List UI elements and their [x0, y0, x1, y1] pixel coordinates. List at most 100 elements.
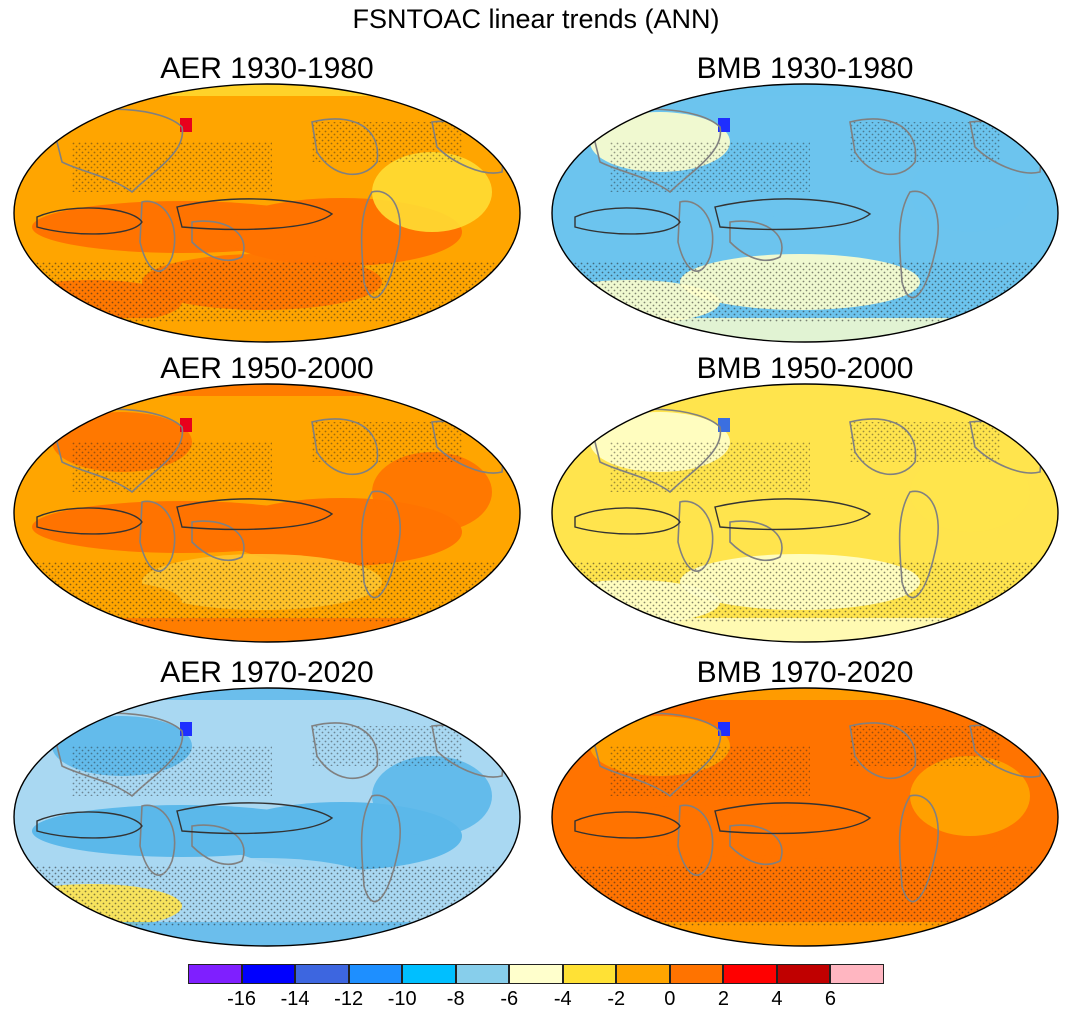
map-border — [551, 687, 1059, 947]
coastline — [311, 722, 379, 780]
contour-line — [714, 802, 872, 835]
colorbar-tick-label: 0 — [664, 988, 676, 1010]
colorbar-tick-label: -6 — [500, 988, 519, 1010]
coastline — [191, 220, 245, 262]
map-canvas — [13, 687, 521, 947]
map-canvas — [13, 383, 521, 643]
map-panel-bmb-1930-1980: BMB 1930-1980 — [550, 52, 1060, 352]
significance-stipple — [72, 142, 272, 192]
coastline — [849, 118, 917, 176]
contour-line — [574, 507, 681, 535]
panel-title: AER 1970-2020 — [160, 656, 374, 689]
panel-title: BMB 1930-1980 — [696, 52, 914, 85]
trend-field — [552, 384, 1058, 642]
extreme-cell — [396, 696, 404, 704]
field-patch — [372, 152, 492, 232]
map-border — [551, 83, 1059, 343]
coastline — [360, 794, 401, 903]
contour-line — [714, 198, 872, 231]
significance-stipple — [570, 562, 1040, 622]
colorbar-tick-label: 6 — [824, 988, 837, 1010]
map-canvas — [13, 83, 521, 343]
coastline — [729, 220, 783, 262]
significance-stipple — [610, 746, 810, 796]
significance-stipple — [32, 866, 502, 926]
coastline — [898, 490, 939, 599]
colorbar-tick-label: -4 — [553, 988, 572, 1010]
significance-stipple — [570, 262, 1040, 322]
colorbar-swatch — [509, 964, 563, 984]
map-panel-bmb-1970-2020: BMB 1970-2020 — [550, 656, 1060, 956]
coastline — [311, 418, 379, 476]
field-patch — [910, 756, 1030, 836]
map-border — [13, 687, 521, 947]
extreme-cell — [934, 392, 942, 400]
colorbar-swatch — [830, 964, 884, 984]
significance-stipple — [610, 442, 810, 492]
trend-field — [14, 384, 520, 642]
significance-stipple — [570, 866, 1040, 926]
colorbar-swatch — [402, 964, 456, 984]
coastline — [677, 500, 714, 572]
map-panel-aer-1950-2000: AER 1950-2000 — [12, 352, 522, 652]
significance-stipple — [312, 422, 462, 462]
coastline — [360, 490, 401, 599]
coastline — [139, 804, 176, 876]
colorbar-tick-label: 2 — [717, 988, 729, 1010]
significance-stipple — [72, 746, 272, 796]
contour-line — [176, 198, 334, 231]
contour-line — [36, 811, 143, 839]
significance-stipple — [850, 122, 1000, 162]
significance-stipple — [610, 142, 810, 192]
map-canvas — [551, 83, 1059, 343]
coastline — [360, 190, 401, 299]
colorbar-swatch — [669, 964, 724, 984]
map-panel-aer-1970-2020: AER 1970-2020 — [12, 656, 522, 956]
contour-line — [176, 802, 334, 835]
colorbar-tick-label: -2 — [607, 988, 626, 1010]
extreme-cell — [934, 92, 942, 100]
coastline — [677, 804, 714, 876]
map-canvas — [551, 383, 1059, 643]
coastline — [729, 520, 783, 562]
map-border — [13, 83, 521, 343]
map-panel-bmb-1950-2000: BMB 1950-2000 — [550, 352, 1060, 652]
colorbar-tick-label: -16 — [227, 988, 256, 1010]
trend-field — [14, 688, 520, 946]
coastline — [139, 200, 176, 272]
extreme-cell — [396, 92, 404, 100]
coastline — [898, 190, 939, 299]
colorbar-swatch — [562, 964, 617, 984]
contour-line — [36, 507, 143, 535]
coastline — [849, 418, 917, 476]
coastline — [191, 824, 245, 866]
panel-title: AER 1950-2000 — [160, 352, 374, 385]
contour-line — [176, 498, 334, 531]
contour-line — [574, 207, 681, 235]
significance-stipple — [850, 726, 1000, 766]
colorbar-swatch — [616, 964, 670, 984]
contour-line — [574, 811, 681, 839]
colorbar-tick-label: -14 — [280, 988, 310, 1010]
contour-line — [714, 498, 872, 531]
field-patch — [910, 452, 1030, 532]
colorbar-tick-label: -12 — [334, 988, 364, 1010]
colorbar-swatch — [188, 964, 242, 984]
colorbar-tick-label: -8 — [446, 988, 465, 1010]
colorbar-swatch — [241, 964, 296, 984]
field-patch — [372, 756, 492, 836]
colorbar-swatch — [723, 964, 777, 984]
significance-stipple — [312, 122, 462, 162]
extreme-cell — [934, 696, 942, 704]
colorbar-swatch — [295, 964, 349, 984]
map-border — [13, 383, 521, 643]
extreme-cell — [396, 392, 404, 400]
colorbar-swatch — [348, 964, 403, 984]
figure-title: FSNTOAC linear trends (ANN) — [352, 4, 720, 34]
colorbar-tick-label: 4 — [771, 988, 783, 1010]
coastline — [729, 824, 783, 866]
panel-title: BMB 1970-2020 — [696, 656, 914, 689]
panel-title: BMB 1950-2000 — [696, 352, 914, 385]
significance-stipple — [312, 726, 462, 766]
colorbar-legend: -16 -14 -12 -10 -8 -6 -4 -2 0 2 4 6 — [188, 964, 884, 1010]
